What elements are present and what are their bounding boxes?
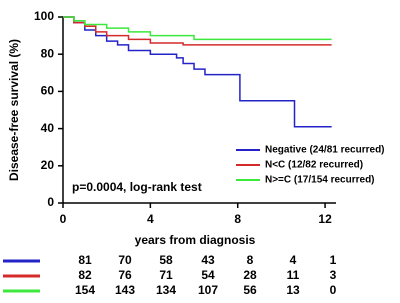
y-tick-label: 80	[41, 46, 55, 60]
survival-curve	[63, 16, 332, 41]
legend-label: N>=C (17/154 recurred)	[265, 175, 375, 186]
y-tick-label: 60	[41, 84, 55, 98]
survival-curve	[63, 16, 332, 46]
y-axis-label: Disease-free survival (%)	[7, 39, 21, 181]
survival-curve	[63, 16, 332, 128]
risk-count: 54	[201, 268, 215, 282]
risk-count: 143	[115, 283, 135, 297]
risk-count: 134	[156, 283, 176, 297]
risk-count: 1	[330, 253, 337, 267]
y-tick-label: 40	[41, 121, 55, 135]
risk-count: 28	[243, 268, 257, 282]
y-tick-label: 0	[47, 195, 54, 209]
risk-count: 3	[330, 268, 337, 282]
legend-label: Negative (24/81 recurred)	[265, 145, 385, 156]
legend-label: N<C (12/82 recurred)	[265, 160, 363, 171]
x-axis-label: years from diagnosis	[135, 233, 256, 247]
risk-count: 76	[118, 268, 132, 282]
y-tick-label: 20	[41, 158, 55, 172]
risk-count: 56	[243, 283, 257, 297]
risk-count: 81	[78, 253, 92, 267]
risk-count: 43	[201, 253, 215, 267]
risk-count: 11	[287, 268, 300, 282]
risk-count: 8	[247, 253, 254, 267]
x-tick-label: 0	[60, 212, 67, 226]
y-tick-label: 100	[34, 9, 54, 23]
risk-count: 0	[330, 283, 337, 297]
x-tick-label: 8	[234, 212, 241, 226]
risk-count: 107	[198, 283, 218, 297]
x-tick-label: 12	[318, 212, 332, 226]
x-tick-label: 4	[147, 212, 154, 226]
annotation: p=0.0004, log-rank test	[72, 180, 202, 194]
risk-count: 82	[78, 268, 92, 282]
risk-count: 70	[118, 253, 132, 267]
risk-count: 154	[75, 283, 95, 297]
risk-count: 4	[290, 253, 297, 267]
risk-count: 13	[286, 283, 300, 297]
risk-count: 71	[159, 268, 173, 282]
risk-count: 58	[159, 253, 173, 267]
